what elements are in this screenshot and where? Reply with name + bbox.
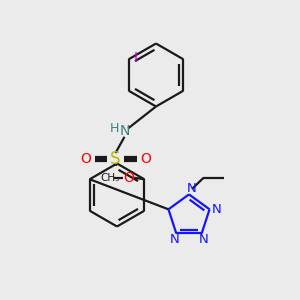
Text: I: I (133, 51, 137, 65)
Text: N: N (211, 203, 221, 216)
Text: H: H (109, 122, 119, 135)
Text: O: O (80, 152, 91, 166)
Text: N: N (170, 233, 180, 246)
Text: N: N (187, 182, 197, 195)
Text: CH₃: CH₃ (100, 173, 119, 183)
Text: O: O (123, 171, 134, 185)
Text: O: O (140, 152, 151, 166)
Text: N: N (198, 233, 208, 246)
Text: N: N (119, 124, 130, 138)
Text: S: S (110, 150, 121, 168)
